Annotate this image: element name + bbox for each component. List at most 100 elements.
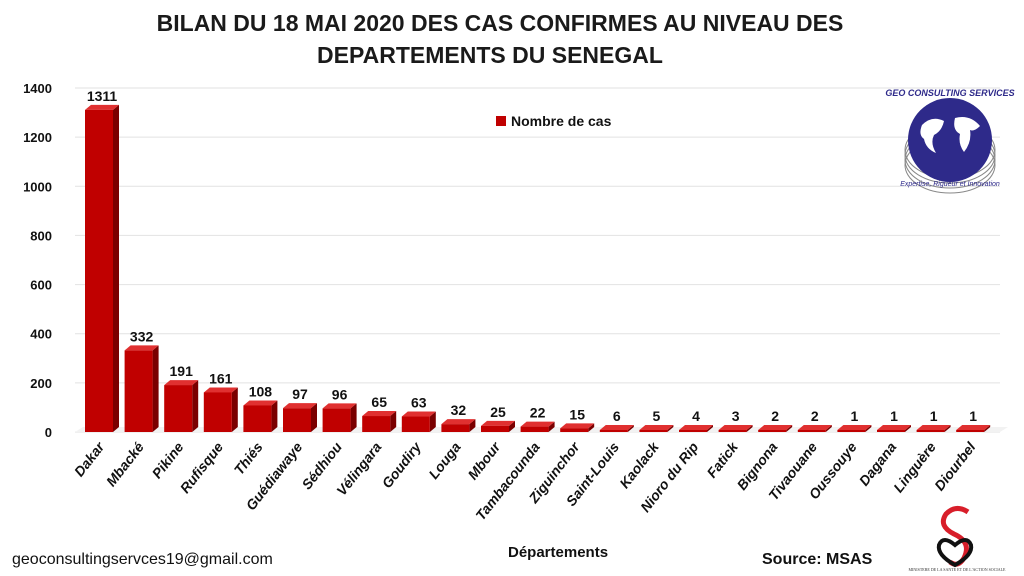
bar-side [984, 425, 991, 432]
data-label: 2 [811, 408, 819, 424]
data-label: 32 [451, 402, 467, 418]
data-label: 191 [170, 363, 194, 379]
bar [401, 416, 430, 432]
y-tick-label: 1000 [23, 179, 52, 194]
y-tick-label: 1400 [23, 81, 52, 96]
bar-top [283, 403, 317, 409]
bar-top [124, 345, 159, 351]
data-label: 63 [411, 395, 427, 411]
bar [481, 425, 509, 432]
bar-side [113, 104, 119, 433]
bar-top [877, 425, 911, 430]
bar [322, 408, 351, 432]
data-label: 4 [692, 408, 700, 424]
bar [441, 424, 470, 432]
bar-side [588, 423, 595, 432]
y-tick-label: 0 [45, 425, 52, 440]
data-label: 15 [569, 406, 585, 422]
bar-side [667, 425, 674, 432]
ministry-heart-icon [936, 538, 974, 568]
data-label: 161 [209, 370, 233, 386]
logo-tagline: Expertise, Rigueur et Innovation [900, 181, 1000, 188]
bar-top [560, 423, 595, 429]
bar-side [271, 400, 278, 432]
ministry-snake-icon [940, 506, 970, 567]
data-label: 108 [249, 383, 273, 399]
bar-side [350, 403, 357, 432]
bar-side [192, 380, 199, 432]
bar-side [707, 425, 713, 432]
bar-side [905, 425, 911, 432]
bar-side [548, 421, 555, 432]
bar-top [718, 425, 753, 430]
bar-side [152, 345, 159, 432]
bar-side [469, 419, 476, 432]
legend-label: Nombre de cas [511, 113, 612, 129]
bar-top [639, 425, 674, 430]
bar [797, 430, 826, 432]
data-label: 1 [930, 408, 938, 424]
bar [956, 430, 985, 432]
bar-side [786, 425, 793, 432]
bar-side [746, 425, 753, 432]
data-label: 332 [130, 328, 154, 344]
x-tick-label: Fatick [703, 438, 741, 481]
bar-top [164, 380, 199, 386]
x-tick-label: Goudiry [379, 438, 425, 491]
bar-top [916, 425, 951, 430]
legend-swatch [496, 116, 506, 126]
bar-side [311, 403, 317, 432]
x-tick-label: Mbour [464, 438, 504, 483]
bar-side [231, 387, 238, 432]
globe-icon [908, 98, 992, 182]
bar-side [865, 425, 872, 432]
chart-title-line-1: BILAN DU 18 MAI 2020 DES CAS CONFIRMES A… [156, 10, 844, 36]
bar-top [956, 425, 991, 430]
data-label: 96 [332, 386, 348, 402]
data-label: 97 [292, 386, 308, 402]
bar [362, 416, 391, 432]
data-label: 25 [490, 404, 506, 420]
y-tick-label: 600 [30, 278, 52, 293]
x-tick-label: Thiés [231, 439, 266, 478]
bar-top [758, 425, 793, 430]
x-tick-label: Louga [425, 439, 464, 482]
bar [916, 430, 945, 432]
bar-top [481, 420, 515, 426]
x-tick-label: Dakar [71, 438, 109, 480]
bar [758, 430, 787, 432]
bar-top [599, 425, 634, 430]
x-axis-label: Départements [508, 544, 609, 561]
bar [85, 109, 113, 433]
globe-continents [920, 117, 980, 153]
y-tick-label: 1200 [23, 130, 52, 145]
bar-top [362, 411, 397, 417]
data-label: 65 [371, 394, 387, 410]
bar-top [797, 425, 832, 430]
data-label: 3 [732, 408, 740, 424]
bar-side [509, 420, 515, 432]
bar-top [401, 411, 436, 417]
bar [203, 392, 232, 432]
data-label: 1311 [87, 88, 118, 104]
data-label: 5 [653, 408, 661, 424]
y-tick-label: 800 [30, 228, 52, 243]
bar [718, 430, 747, 432]
data-label: 1 [890, 408, 898, 424]
y-tick-label: 200 [30, 376, 52, 391]
source-text: Source: MSAS [762, 551, 873, 568]
bar-side [944, 425, 951, 432]
data-label: 6 [613, 408, 621, 424]
bar [124, 350, 153, 432]
bar [560, 428, 589, 432]
bar-top [243, 400, 278, 406]
bar-top [203, 387, 238, 393]
bar-top [322, 403, 357, 409]
bar [877, 430, 905, 432]
data-label: 1 [969, 408, 977, 424]
bar [283, 408, 311, 432]
bar [164, 385, 193, 432]
bar-top [837, 425, 872, 430]
bar [243, 405, 272, 432]
